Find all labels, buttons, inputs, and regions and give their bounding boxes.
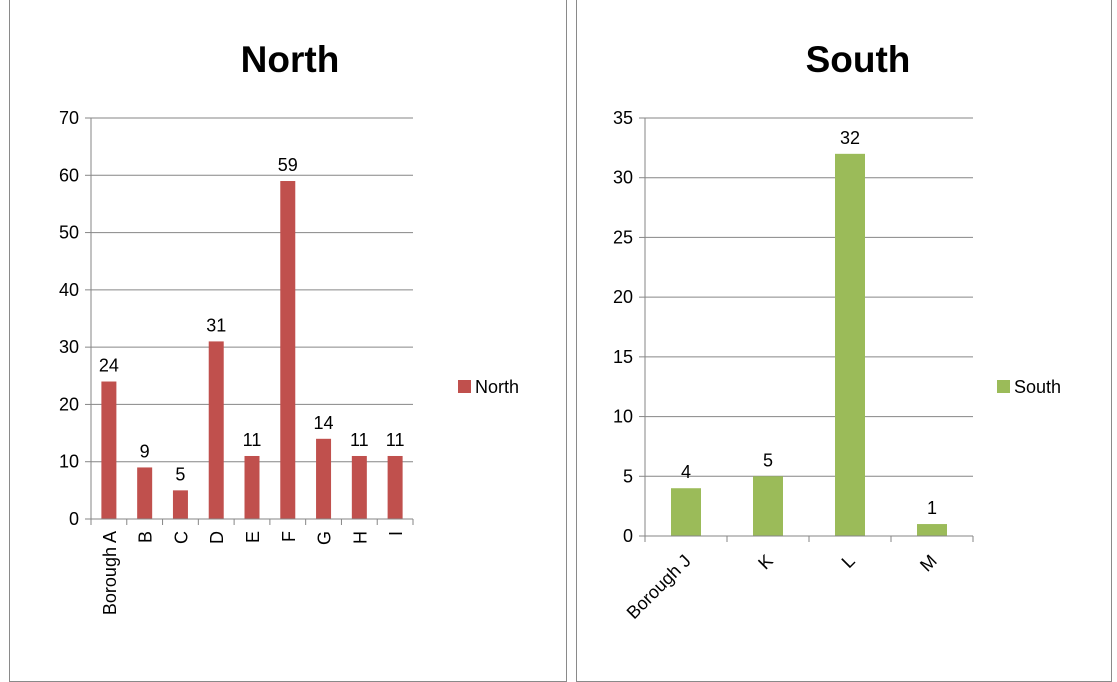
north-data-label: 11 — [243, 430, 262, 450]
north-y-tick-label: 20 — [59, 394, 79, 414]
south-y-tick-label: 30 — [613, 168, 633, 188]
north-y-tick-label: 60 — [59, 165, 79, 185]
south-bar — [753, 476, 783, 536]
south-y-tick-label: 35 — [613, 108, 633, 128]
north-x-tick-label: D — [207, 531, 227, 544]
north-data-label: 31 — [206, 315, 226, 335]
south-legend-swatch — [997, 380, 1010, 393]
south-x-tick-label: M — [916, 551, 941, 576]
north-bar — [172, 490, 188, 519]
south-data-label: 32 — [840, 128, 860, 148]
north-x-tick-label: E — [243, 531, 263, 543]
south-chart-title: South — [806, 39, 911, 80]
north-y-tick-label: 30 — [59, 337, 79, 357]
north-data-label: 11 — [386, 430, 405, 450]
south-y-tick-label: 0 — [623, 526, 633, 546]
north-x-tick-label: G — [315, 531, 335, 545]
north-chart: North 0 10 20 30 40 50 60 70 24 9 5 31 11 59 14 11 11 Boro… — [59, 39, 519, 615]
north-bar — [137, 467, 153, 519]
north-x-tick-label: F — [279, 531, 299, 542]
north-chart-title: North — [241, 39, 340, 80]
south-data-label: 1 — [927, 498, 937, 518]
south-data-label: 4 — [681, 462, 691, 482]
north-data-label: 11 — [350, 430, 369, 450]
north-x-tick-label: Borough A — [100, 531, 120, 615]
south-bar — [671, 488, 701, 536]
south-x-tick-label: L — [838, 551, 859, 572]
south-chart: South 0 5 10 15 20 25 30 35 4 5 32 1 Borough J K L M Sout… — [613, 39, 1061, 623]
north-legend-swatch — [458, 380, 471, 393]
north-bar — [280, 181, 296, 519]
north-bar — [387, 455, 403, 519]
north-bar — [208, 341, 224, 519]
south-x-tick-label: K — [754, 551, 777, 574]
north-bar — [101, 381, 117, 519]
north-chart-panel: North 0 10 20 30 40 50 60 70 24 9 5 31 11 59 14 11 11 Boro… — [9, 0, 567, 682]
north-y-tick-label: 50 — [59, 223, 79, 243]
north-bar — [316, 438, 332, 519]
north-bar — [351, 455, 367, 519]
north-bar — [244, 455, 260, 519]
south-x-tick-label: Borough J — [623, 551, 695, 623]
south-y-tick-label: 20 — [613, 287, 633, 307]
south-y-tick-label: 25 — [613, 227, 633, 247]
north-x-tick-label: C — [171, 531, 191, 544]
north-data-label: 59 — [278, 155, 298, 175]
north-data-label: 14 — [314, 413, 334, 433]
south-data-label: 5 — [763, 450, 773, 470]
north-y-tick-label: 10 — [59, 452, 79, 472]
south-legend-label: South — [1014, 377, 1061, 397]
south-bar — [917, 524, 947, 536]
south-y-tick-label: 15 — [613, 347, 633, 367]
north-y-tick-label: 40 — [59, 280, 79, 300]
south-bar — [835, 153, 865, 537]
north-legend-label: North — [475, 377, 519, 397]
north-y-tick-label: 70 — [59, 108, 79, 128]
north-y-tick-label: 0 — [69, 509, 79, 529]
south-y-tick-label: 10 — [613, 407, 633, 427]
north-x-tick-label: I — [386, 531, 406, 536]
north-data-label: 5 — [175, 464, 185, 484]
north-x-tick-label: H — [350, 531, 370, 544]
north-data-label: 9 — [140, 441, 150, 461]
south-y-tick-label: 5 — [623, 466, 633, 486]
south-chart-panel: South 0 5 10 15 20 25 30 35 4 5 32 1 Borough J K L M Sout… — [576, 0, 1112, 682]
north-data-label: 24 — [99, 356, 119, 376]
north-x-tick-label: B — [136, 531, 156, 543]
